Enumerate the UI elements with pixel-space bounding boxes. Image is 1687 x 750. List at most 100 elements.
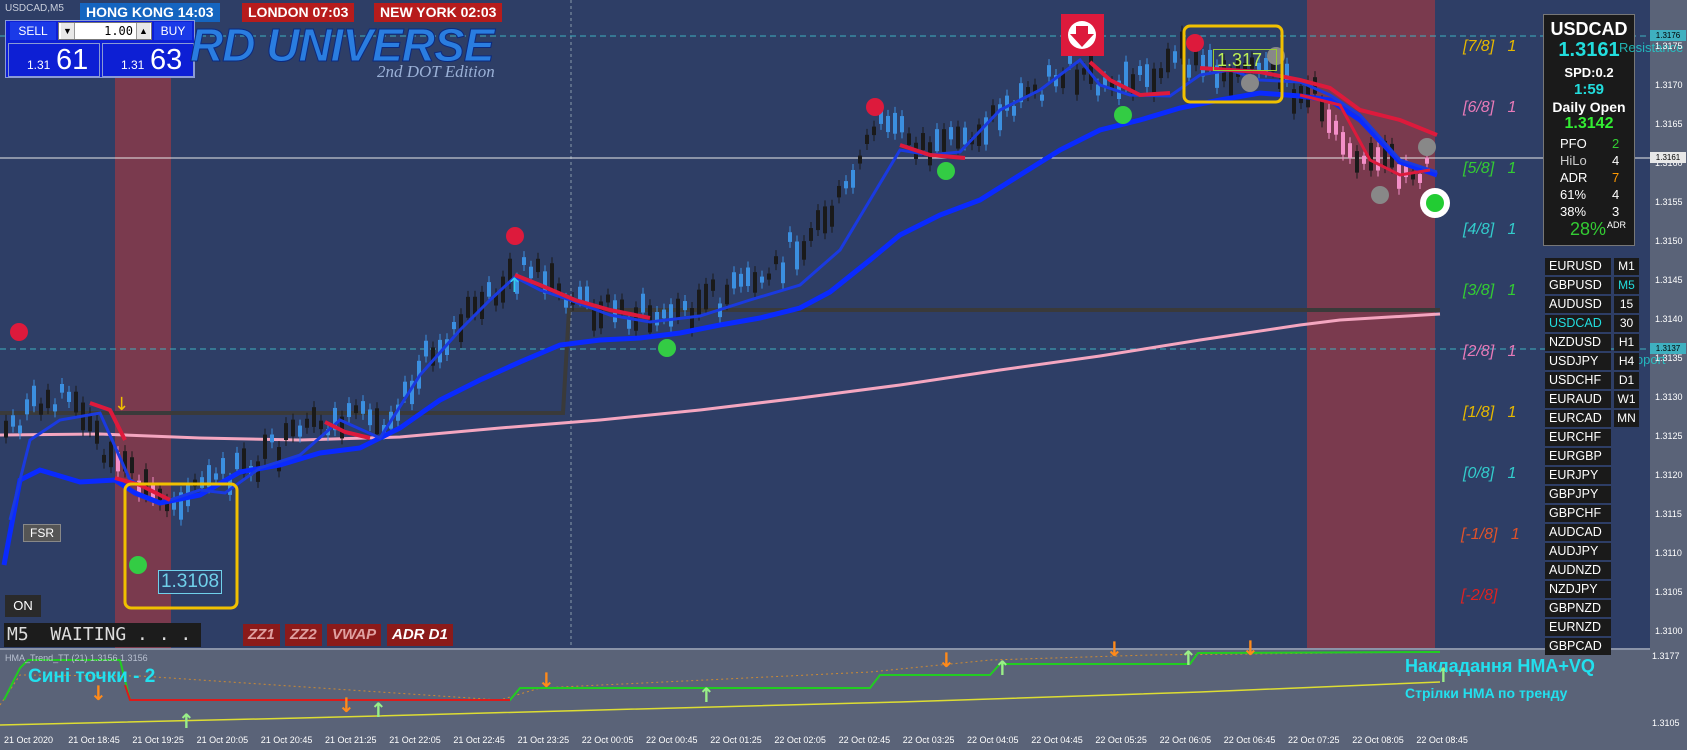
symbol-item[interactable]: AUDUSD — [1545, 296, 1611, 313]
info-price: 1.3161 — [1558, 39, 1620, 61]
info-daily-open-value: 1.3142 — [1564, 115, 1614, 132]
vwap-button[interactable]: VWAP — [327, 624, 382, 646]
price-tag-bid: 1.3161 — [1650, 152, 1686, 163]
svg-text:↓: ↓ — [338, 693, 355, 717]
time-axis-label: 22 Oct 02:45 — [838, 735, 891, 745]
zz1-button[interactable]: ZZ1 — [243, 624, 280, 646]
fsr-button[interactable]: FSR — [23, 524, 61, 542]
time-axis-label: 21 Oct 2020 — [4, 735, 54, 745]
symbol-item[interactable]: EURGBP — [1545, 448, 1611, 465]
info-adr-tag: ADR — [1607, 220, 1627, 230]
symbol-item[interactable]: AUDJPY — [1545, 543, 1611, 560]
info-symbol: USDCAD — [1550, 19, 1628, 39]
symbol-item[interactable]: EURJPY — [1545, 467, 1611, 484]
symbol-item[interactable]: GBPCAD — [1545, 638, 1611, 655]
symbol-info-panel: USDCAD 1.3161 SPD:0.2 1:59 Daily Open 1.… — [1543, 14, 1635, 246]
indicator-axis-bottom: 1.3105 — [1652, 718, 1680, 728]
symbol-item[interactable]: EURUSD — [1545, 258, 1611, 275]
svg-text:↑: ↑ — [1435, 663, 1452, 687]
timeframe-item[interactable]: W1 — [1614, 391, 1639, 408]
symbol-item[interactable]: USDJPY — [1545, 353, 1611, 370]
symbol-item[interactable]: GBPUSD — [1545, 277, 1611, 294]
indicator-axis-top: 1.3177 — [1652, 651, 1680, 661]
timeframe-item[interactable]: 15 — [1614, 296, 1639, 313]
symbol-item[interactable]: EURAUD — [1545, 391, 1611, 408]
symbol-item[interactable]: EURCAD — [1545, 410, 1611, 427]
indicator-title: HMA_Trend_TT (21) 1.3156 1.3156 — [5, 653, 148, 663]
info-row-value: 4 — [1612, 153, 1620, 168]
symbol-item[interactable]: NZDUSD — [1545, 334, 1611, 351]
murrey-level: [-2/8] — [1461, 587, 1498, 604]
time-axis-label: 22 Oct 02:05 — [774, 735, 826, 745]
highlight-box-high — [1182, 24, 1284, 104]
sell-price-prefix: 1.31 — [27, 58, 51, 72]
brand-subtitle: 2nd DOT Edition — [377, 62, 495, 81]
info-row-value: 7 — [1612, 170, 1620, 185]
symbol-item[interactable]: NZDJPY — [1545, 581, 1611, 598]
price-axis-label: 1.3160 — [1655, 158, 1683, 168]
price-axis-label: 1.3140 — [1655, 314, 1683, 324]
price-axis-label: 1.3175 — [1655, 41, 1683, 51]
lot-size-input[interactable]: ▼ 1.00 ▲ — [58, 22, 152, 40]
svg-text:↑: ↑ — [994, 656, 1011, 680]
svg-text:↑: ↑ — [1180, 646, 1197, 670]
buy-button[interactable]: BUY — [154, 22, 192, 40]
symbol-item[interactable]: AUDNZD — [1545, 562, 1611, 579]
price-axis-label: 1.3115 — [1655, 509, 1682, 519]
symbol-item[interactable]: EURCHF — [1545, 429, 1611, 446]
zz2-button[interactable]: ZZ2 — [285, 624, 322, 646]
timeframe-item[interactable]: D1 — [1614, 372, 1639, 389]
time-axis-label: 22 Oct 07:25 — [1288, 735, 1340, 745]
symbol-item[interactable]: GBPJPY — [1545, 486, 1611, 503]
info-spread: SPD:0.2 — [1564, 65, 1614, 80]
lot-decrease-button[interactable]: ▼ — [61, 23, 75, 39]
lot-increase-button[interactable]: ▲ — [136, 23, 150, 39]
murrey-level: [1/8] 1 — [1463, 404, 1517, 421]
adr-d1-button[interactable]: ADR D1 — [387, 624, 453, 646]
on-toggle[interactable]: ON — [5, 595, 41, 617]
session-hong-kong: HONG KONG 14:03 — [80, 3, 220, 22]
indicator-note-right-1: Накладання HMA+VQ — [1405, 656, 1595, 676]
symbol-item[interactable]: GBPNZD — [1545, 600, 1611, 617]
symbol-item[interactable]: EURNZD — [1545, 619, 1611, 636]
price-axis-label: 1.3170 — [1655, 80, 1683, 90]
price-axis-label: 1.3100 — [1655, 626, 1683, 636]
symbol-item[interactable]: USDCAD — [1545, 315, 1611, 332]
time-axis-label: 22 Oct 03:25 — [902, 735, 955, 745]
session-new-york: NEW YORK 02:03 — [374, 3, 503, 22]
buy-price-prefix: 1.31 — [121, 58, 145, 72]
murrey-level: [6/8] 1 — [1463, 99, 1517, 116]
timeframe-item[interactable]: H4 — [1614, 353, 1639, 370]
symbol-item[interactable]: AUDCAD — [1545, 524, 1611, 541]
murrey-level: [-1/8] 1 — [1461, 526, 1520, 543]
symbol-item[interactable]: GBPCHF — [1545, 505, 1611, 522]
lot-size-value: 1.00 — [104, 24, 133, 38]
timeframe-item[interactable]: M1 — [1614, 258, 1639, 275]
info-candle-time: 1:59 — [1573, 81, 1605, 98]
time-axis-label: 22 Oct 06:05 — [1159, 735, 1212, 745]
time-axis-label: 21 Oct 21:25 — [325, 735, 377, 745]
price-box-low: 1.3108 — [158, 570, 222, 594]
session-zone-left — [115, 18, 171, 650]
info-row-value: 2 — [1612, 136, 1620, 151]
chart-title: USDCAD,M5 — [5, 3, 64, 14]
info-row-value: 3 — [1612, 204, 1620, 219]
timeframe-item[interactable]: H1 — [1614, 334, 1639, 351]
timeframe-item[interactable]: MN — [1614, 410, 1639, 427]
time-axis-label: 21 Oct 19:25 — [132, 735, 184, 745]
info-row-label: 61% — [1560, 187, 1587, 202]
price-tag-low: 1.3137 — [1650, 343, 1686, 354]
price-axis-label: 1.3150 — [1655, 236, 1683, 246]
timeframe-item[interactable]: 30 — [1614, 315, 1639, 332]
price-axis-label: 1.3135 — [1655, 353, 1683, 363]
timeframe-item[interactable]: M5 — [1614, 277, 1639, 294]
sell-price-box[interactable]: 1.31 61 — [8, 43, 100, 77]
svg-text:↑: ↑ — [178, 709, 195, 733]
sell-button[interactable]: SELL — [10, 22, 56, 40]
symbol-item[interactable]: USDCHF — [1545, 372, 1611, 389]
buy-price-box[interactable]: 1.31 63 — [102, 43, 194, 77]
time-axis-label: 21 Oct 22:05 — [389, 735, 441, 745]
info-row-label: ADR — [1560, 170, 1588, 185]
